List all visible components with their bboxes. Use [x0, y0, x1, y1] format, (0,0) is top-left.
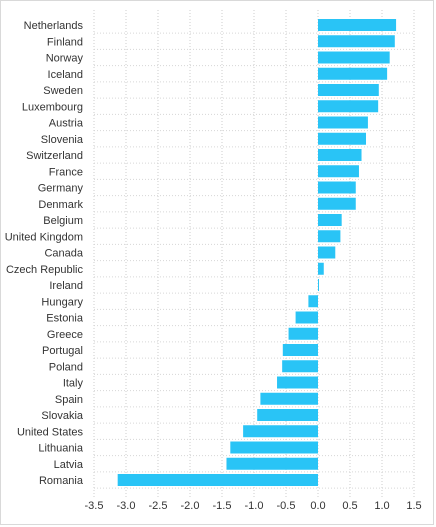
bar — [295, 311, 318, 324]
category-label: Estonia — [46, 313, 84, 325]
bar — [318, 197, 356, 210]
category-label: Austria — [49, 118, 84, 130]
bar — [318, 132, 366, 145]
bar — [318, 100, 379, 113]
bar — [308, 295, 318, 308]
bar — [117, 474, 319, 486]
category-label: Romania — [39, 475, 84, 487]
bar — [277, 376, 318, 389]
category-label: Denmark — [38, 199, 83, 211]
category-labels: Netherlands Finland Norway Iceland Sweden Lux… — [5, 20, 84, 487]
category-label: France — [49, 166, 83, 178]
bar — [318, 35, 395, 48]
category-label: Latvia — [54, 459, 84, 471]
bar — [318, 165, 359, 178]
x-tick-label: 1.0 — [374, 500, 389, 512]
category-label: Finland — [47, 36, 83, 48]
bar — [318, 51, 390, 64]
category-label: Switzerland — [26, 150, 83, 162]
category-label: Greece — [47, 329, 83, 341]
bar — [318, 214, 342, 226]
grid-layer — [93, 10, 415, 497]
category-label: United Kingdom — [5, 231, 83, 243]
x-tick-label: -3.0 — [117, 500, 136, 512]
bar — [288, 327, 318, 340]
category-label: Italy — [63, 378, 84, 390]
x-tick-label: 0.0 — [310, 500, 325, 512]
bar — [318, 262, 324, 275]
bar — [318, 84, 379, 96]
bar — [318, 246, 336, 259]
x-tick-label: -1.5 — [213, 500, 232, 512]
x-tick-label: -3.5 — [85, 500, 104, 512]
x-tick-label: 1.5 — [406, 500, 421, 512]
category-label: Portugal — [42, 345, 83, 357]
category-label: Germany — [38, 183, 84, 195]
x-tick-label: -2.5 — [149, 500, 168, 512]
category-label: Poland — [49, 361, 83, 373]
x-tick-label: 0.5 — [342, 500, 357, 512]
bar — [318, 116, 368, 129]
category-label: United States — [17, 426, 84, 438]
x-tick-label: -2.0 — [181, 500, 200, 512]
category-label: Canada — [44, 248, 83, 260]
bar — [318, 181, 356, 194]
category-label: Iceland — [48, 69, 83, 81]
category-label: Luxembourg — [22, 101, 83, 113]
category-label: Spain — [55, 394, 83, 406]
bar-layer — [117, 19, 397, 486]
category-label: Czech Republic — [6, 264, 84, 276]
bar — [318, 230, 341, 243]
category-label: Norway — [46, 53, 84, 65]
bar — [282, 344, 318, 356]
category-label: Slovenia — [41, 134, 84, 146]
bar — [318, 19, 397, 31]
x-tick-label: -1.0 — [245, 500, 264, 512]
category-label: Lithuania — [38, 443, 84, 455]
bar — [318, 279, 319, 291]
category-label: Belgium — [43, 215, 83, 227]
category-label: Slovakia — [41, 410, 83, 422]
x-tick-label: -0.5 — [277, 500, 296, 512]
bar — [260, 392, 318, 405]
bar — [282, 360, 318, 373]
category-label: Hungary — [41, 296, 83, 308]
category-label: Sweden — [43, 85, 83, 97]
category-label: Ireland — [49, 280, 83, 292]
bar — [226, 457, 318, 470]
bar — [318, 67, 388, 80]
x-axis-ticks: -3.5 -3.0 -2.5 -2.0 -1.5 -1.0 -0.5 0.0 0.5 1.0 1.5 — [85, 500, 422, 512]
bar — [243, 425, 318, 438]
bar — [257, 409, 318, 421]
bar — [318, 149, 362, 161]
category-label: Netherlands — [24, 20, 84, 32]
bar — [230, 441, 318, 454]
